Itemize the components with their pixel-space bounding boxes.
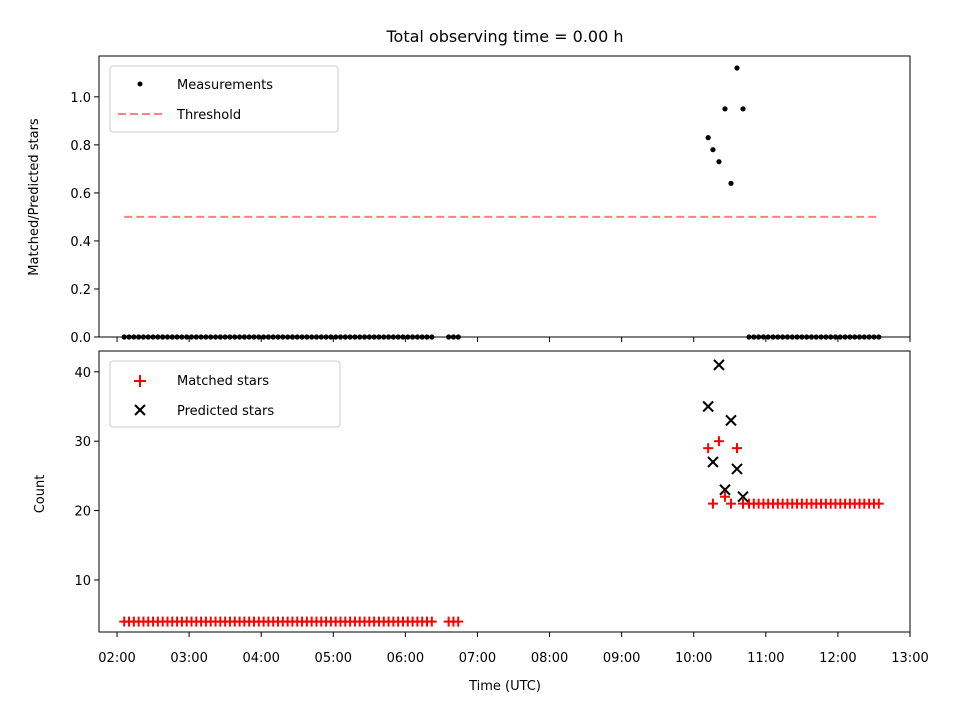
x-tick-label: 08:00 (531, 651, 568, 666)
bottom-legend: Matched stars Predicted stars (109, 360, 341, 428)
legend-predicted-label: Predicted stars (177, 404, 274, 419)
measurement-point (716, 159, 722, 165)
measurement-point (722, 106, 728, 112)
top-y-tick-label: 0.8 (70, 139, 91, 154)
x-tick-label: 10:00 (675, 651, 712, 666)
matched-star-point (453, 616, 464, 627)
predicted-star-point (719, 484, 731, 496)
top-legend-box (109, 65, 339, 133)
top-legend: Measurements Threshold (109, 65, 339, 133)
bottom-y-tick-label: 20 (74, 505, 91, 520)
matched-star-point (731, 443, 742, 454)
x-tick-label: 12:00 (819, 651, 856, 666)
legend-measurements-label: Measurements (177, 78, 273, 93)
top-y-axis: 0.0 0.2 0.4 0.6 0.8 1.0 (70, 91, 99, 346)
bottom-y-tick-label: 10 (74, 574, 91, 589)
top-y-tick-label: 0.2 (70, 283, 91, 298)
bottom-y-axis: 10 20 30 40 (74, 366, 99, 589)
measurement-point (734, 65, 740, 71)
x-tick-label: 07:00 (459, 651, 496, 666)
legend-predicted-marker (134, 404, 146, 416)
x-tick-label: 09:00 (603, 651, 640, 666)
chart-title: Total observing time = 0.00 h (385, 27, 623, 46)
matched-star-point (725, 498, 736, 509)
measurement-point (710, 147, 716, 153)
bottom-plot-frame (98, 350, 911, 633)
bottom-plot-marks (119, 359, 884, 627)
top-y-axis-label: Matched/Predicted stars (27, 118, 42, 276)
legend-threshold-label: Threshold (176, 108, 241, 123)
predicted-star-point (713, 359, 725, 371)
x-tick-label: 13:00 (891, 651, 928, 666)
x-tick-label: 05:00 (315, 651, 352, 666)
predicted-star-point (702, 400, 714, 413)
measurement-point (705, 135, 711, 141)
bottom-y-axis-label: Count (33, 475, 48, 514)
x-tick-label: 04:00 (242, 651, 279, 666)
x-tick-label: 06:00 (387, 651, 424, 666)
x-tick-label: 02:00 (98, 651, 135, 666)
top-y-tick-label: 0.0 (70, 331, 91, 346)
bottom-legend-box (109, 360, 341, 428)
predicted-star-point (725, 414, 737, 427)
matched-star-point (873, 498, 884, 509)
bottom-y-tick-label: 30 (74, 435, 91, 450)
measurement-point (728, 180, 734, 186)
x-tick-label: 11:00 (747, 651, 784, 666)
bottom-x-axis: 02:00 03:00 04:00 05:00 06:00 07:00 08:00 09:00… (98, 632, 929, 666)
top-y-tick-label: 0.4 (70, 235, 91, 250)
measurement-point (740, 106, 746, 112)
matched-star-point (426, 616, 437, 627)
top-plot-frame (98, 55, 911, 338)
x-tick-label: 03:00 (170, 651, 207, 666)
predicted-star-point (731, 463, 743, 475)
top-y-tick-label: 1.0 (70, 91, 91, 106)
bottom-y-tick-label: 40 (74, 366, 91, 381)
x-axis-label: Time (UTC) (468, 679, 541, 694)
matched-star-point (713, 436, 724, 447)
matched-star-point (707, 498, 718, 509)
predicted-star-point (737, 490, 749, 503)
matched-star-point (703, 443, 714, 454)
legend-matched-marker (134, 375, 146, 387)
matched-star-point (719, 491, 730, 502)
predicted-star-point (707, 456, 719, 468)
legend-matched-label: Matched stars (177, 374, 269, 389)
legend-measurements-marker (137, 81, 143, 87)
top-y-tick-label: 0.6 (70, 187, 91, 202)
